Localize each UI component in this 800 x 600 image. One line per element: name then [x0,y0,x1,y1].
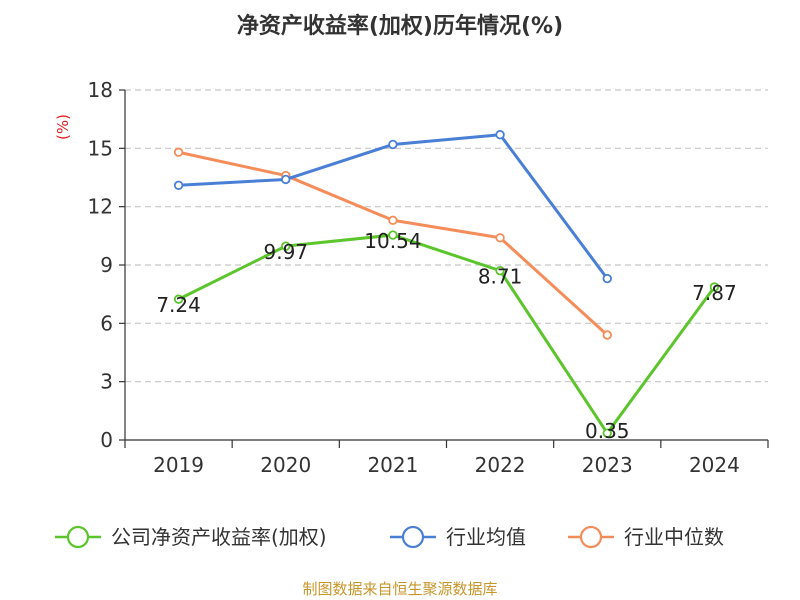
y-tick-label: 18 [88,78,113,102]
legend-item[interactable]: 行业均值 [390,525,526,549]
legend-marker [401,525,425,549]
legend-label: 行业均值 [446,525,526,549]
data-point [602,428,612,438]
series-layer [173,130,720,438]
data-label: 0.35 [585,419,630,443]
data-label: 10.54 [364,229,421,253]
x-tick-label: 2023 [582,453,633,477]
legend-label: 公司净资产收益率(加权) [111,525,327,549]
data-point [173,180,184,190]
data-point [709,282,720,292]
legend-item[interactable]: 公司净资产收益率(加权) [55,525,327,549]
x-tick-label: 2024 [689,453,740,477]
chart-title: 净资产收益率(加权)历年情况(%) [237,13,563,39]
y-tick-label: 6 [100,311,113,335]
y-tick-label: 15 [88,136,113,160]
y-tick-label: 12 [88,195,113,219]
data-label: 9.97 [263,240,308,264]
data-label: 8.71 [478,265,523,289]
series-0 [173,230,720,438]
series-2 [173,147,612,340]
axes: 0 3 6 9 12 15 18 2019 2020 2021 2022 2023 2024 [88,78,769,477]
data-point [388,230,398,240]
y-axis-unit-label: (%) [54,114,72,140]
legend-label: 行业中位数 [624,525,724,549]
x-tick-label: 2019 [153,453,204,477]
data-point [495,265,505,276]
data-label: 7.87 [692,281,737,305]
legend-item[interactable]: 行业中位数 [568,525,724,549]
series-1 [173,130,612,284]
data-point [495,233,505,243]
data-point [602,273,612,284]
series-line [177,233,716,435]
legend: 公司净资产收益率(加权) 行业均值 行业中位数 [55,525,724,549]
grid-lines [125,89,768,383]
data-source-note: 制图数据来自恒生聚源数据库 [302,580,497,598]
x-tick-label: 2021 [367,453,418,477]
data-point [281,174,291,185]
legend-marker [66,525,90,549]
legend-marker [579,525,603,549]
data-point [173,294,184,304]
x-tick-label: 2020 [260,453,311,477]
y-tick-label: 9 [100,253,113,277]
data-point [173,147,184,157]
series-line [178,133,609,280]
y-tick-label: 0 [100,428,113,452]
data-point [388,215,398,225]
data-point [281,241,291,251]
data-point [602,330,612,340]
data-point [495,130,505,140]
data-label: 7.24 [156,293,201,317]
data-labels: 7.24 9.97 10.54 8.71 0.35 7.87 [156,229,736,443]
data-point [388,139,398,150]
x-tick-label: 2022 [475,453,526,477]
y-tick-label: 3 [100,370,113,394]
